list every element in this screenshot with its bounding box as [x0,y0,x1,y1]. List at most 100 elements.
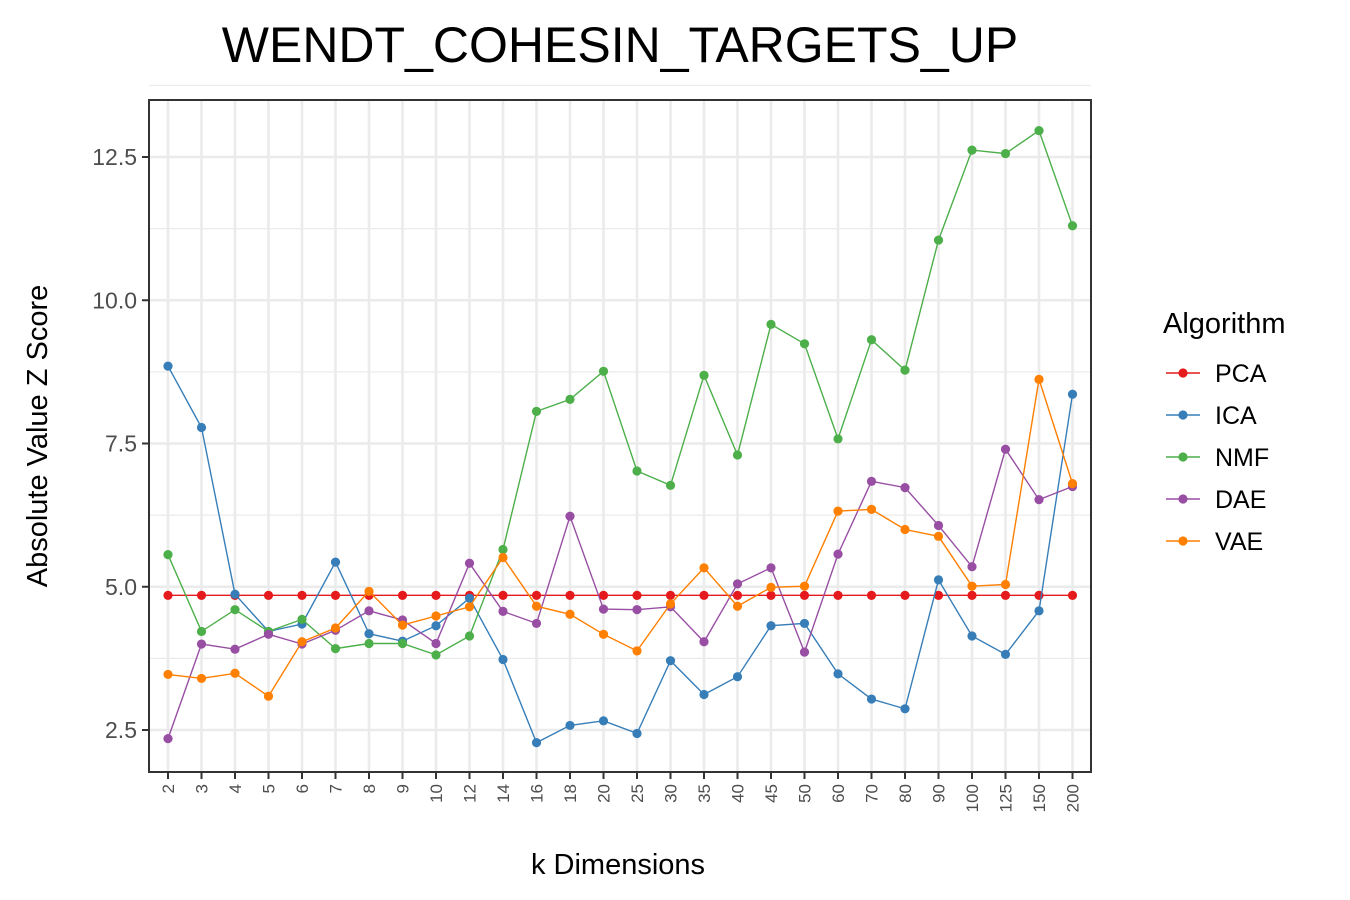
data-point-dae [464,558,475,568]
legend-title: Algorithm [1163,308,1286,340]
legend-label: NMF [1215,444,1269,472]
series-line-ica [167,365,1074,744]
data-point-ica [1034,606,1044,616]
data-point-dae [364,606,374,616]
x-tick-label: 8 [360,784,379,793]
data-point-nmf [766,319,776,329]
data-point-nmf [632,466,642,476]
data-point-vae [263,691,274,701]
data-point-ica [565,720,575,731]
series-line-dae [167,447,1073,739]
data-point-vae [1067,479,1078,489]
data-point-pca [933,590,944,600]
data-point-vae [230,668,240,678]
data-point-vae [397,620,408,630]
data-point-vae [431,611,441,621]
data-point-pca [598,590,609,600]
y-tick-label: 12.5 [92,144,137,170]
series-line-nmf [167,129,1074,656]
x-axis-title: k Dimensions [531,849,705,881]
data-point-dae [598,604,609,614]
data-point-pca [833,590,843,600]
data-point-nmf [699,370,709,380]
data-point-nmf [498,544,508,555]
data-point-vae [699,563,709,573]
legend-key-point [1178,536,1188,546]
x-tick-label: 90 [930,784,949,803]
data-point-pca [263,590,274,600]
data-point-nmf [967,145,977,155]
data-point-vae [766,582,776,592]
data-point-nmf [732,450,743,460]
data-point-pca [732,590,743,600]
data-point-ica [933,575,944,585]
data-point-nmf [1034,126,1044,136]
data-point-vae [900,524,910,535]
x-tick-label: 30 [662,784,681,803]
data-point-nmf [933,235,944,245]
chart-title: WENDT_COHESIN_TARGETS_UP [222,17,1018,73]
data-point-ica [598,716,609,726]
y-axis: 2.5 5.0 7.5 10.0 12.5 [92,144,149,743]
data-point-ica [196,422,207,433]
data-point-nmf [1067,221,1078,231]
data-point-pca [565,590,575,600]
data-point-pca [163,590,173,600]
x-tick-label: 60 [829,784,848,803]
data-point-ica [799,618,810,629]
x-tick-label: 100 [963,784,982,812]
data-point-vae [598,629,609,639]
data-point-dae [1034,495,1044,505]
data-point-nmf [364,638,374,649]
data-point-ica [364,629,374,639]
data-point-vae [196,673,207,684]
series-vae [163,374,1078,701]
data-point-nmf [799,339,810,349]
major-gridlines [149,100,1091,772]
data-point-ica [866,694,877,704]
data-point-pca [1000,590,1011,600]
x-tick-label: 25 [628,784,647,803]
data-point-nmf [1000,148,1011,159]
data-point-pca [397,590,408,600]
x-tick-label: 6 [293,784,312,793]
data-point-ica [699,689,709,700]
series-nmf [163,126,1078,660]
minor-gridlines [149,84,1091,660]
legend-label: DAE [1215,486,1266,514]
y-tick-label: 2.5 [105,717,137,743]
data-point-ica [900,704,910,714]
y-axis-title: Absolute Value Z Score [22,285,54,588]
data-point-ica [833,669,843,679]
data-point-nmf [163,550,173,560]
data-point-ica [498,654,508,665]
data-point-dae [263,629,274,639]
x-axis: 2 3 4 5 6 7 8 9 10 12 14 16 18 20 25 30 35 40 45 50 60 70 80 90… [159,772,1083,812]
x-tick-label: 10 [427,784,446,803]
data-point-vae [464,602,475,612]
legend-item-pca: PCA [1166,360,1267,388]
data-point-vae [799,581,810,591]
data-point-vae [933,531,944,541]
legend-label: ICA [1215,402,1257,430]
data-point-ica [1000,649,1011,659]
data-point-pca [1067,590,1078,600]
data-point-vae [565,609,575,619]
legend-key-point [1178,452,1188,462]
data-point-vae [364,586,374,596]
data-point-vae [732,601,743,611]
data-point-pca [297,590,307,600]
data-point-dae [732,579,743,589]
series-pca [163,590,1078,600]
data-point-vae [967,581,977,591]
y-tick-label: 5.0 [105,574,137,600]
data-point-dae [967,562,977,572]
data-point-dae [498,606,508,616]
data-point-nmf [665,480,676,490]
data-point-pca [866,590,877,600]
legend-key-point [1178,368,1188,378]
data-point-pca [967,590,977,600]
x-tick-label: 18 [561,784,580,803]
data-point-pca [531,590,542,600]
data-point-pca [330,590,341,600]
